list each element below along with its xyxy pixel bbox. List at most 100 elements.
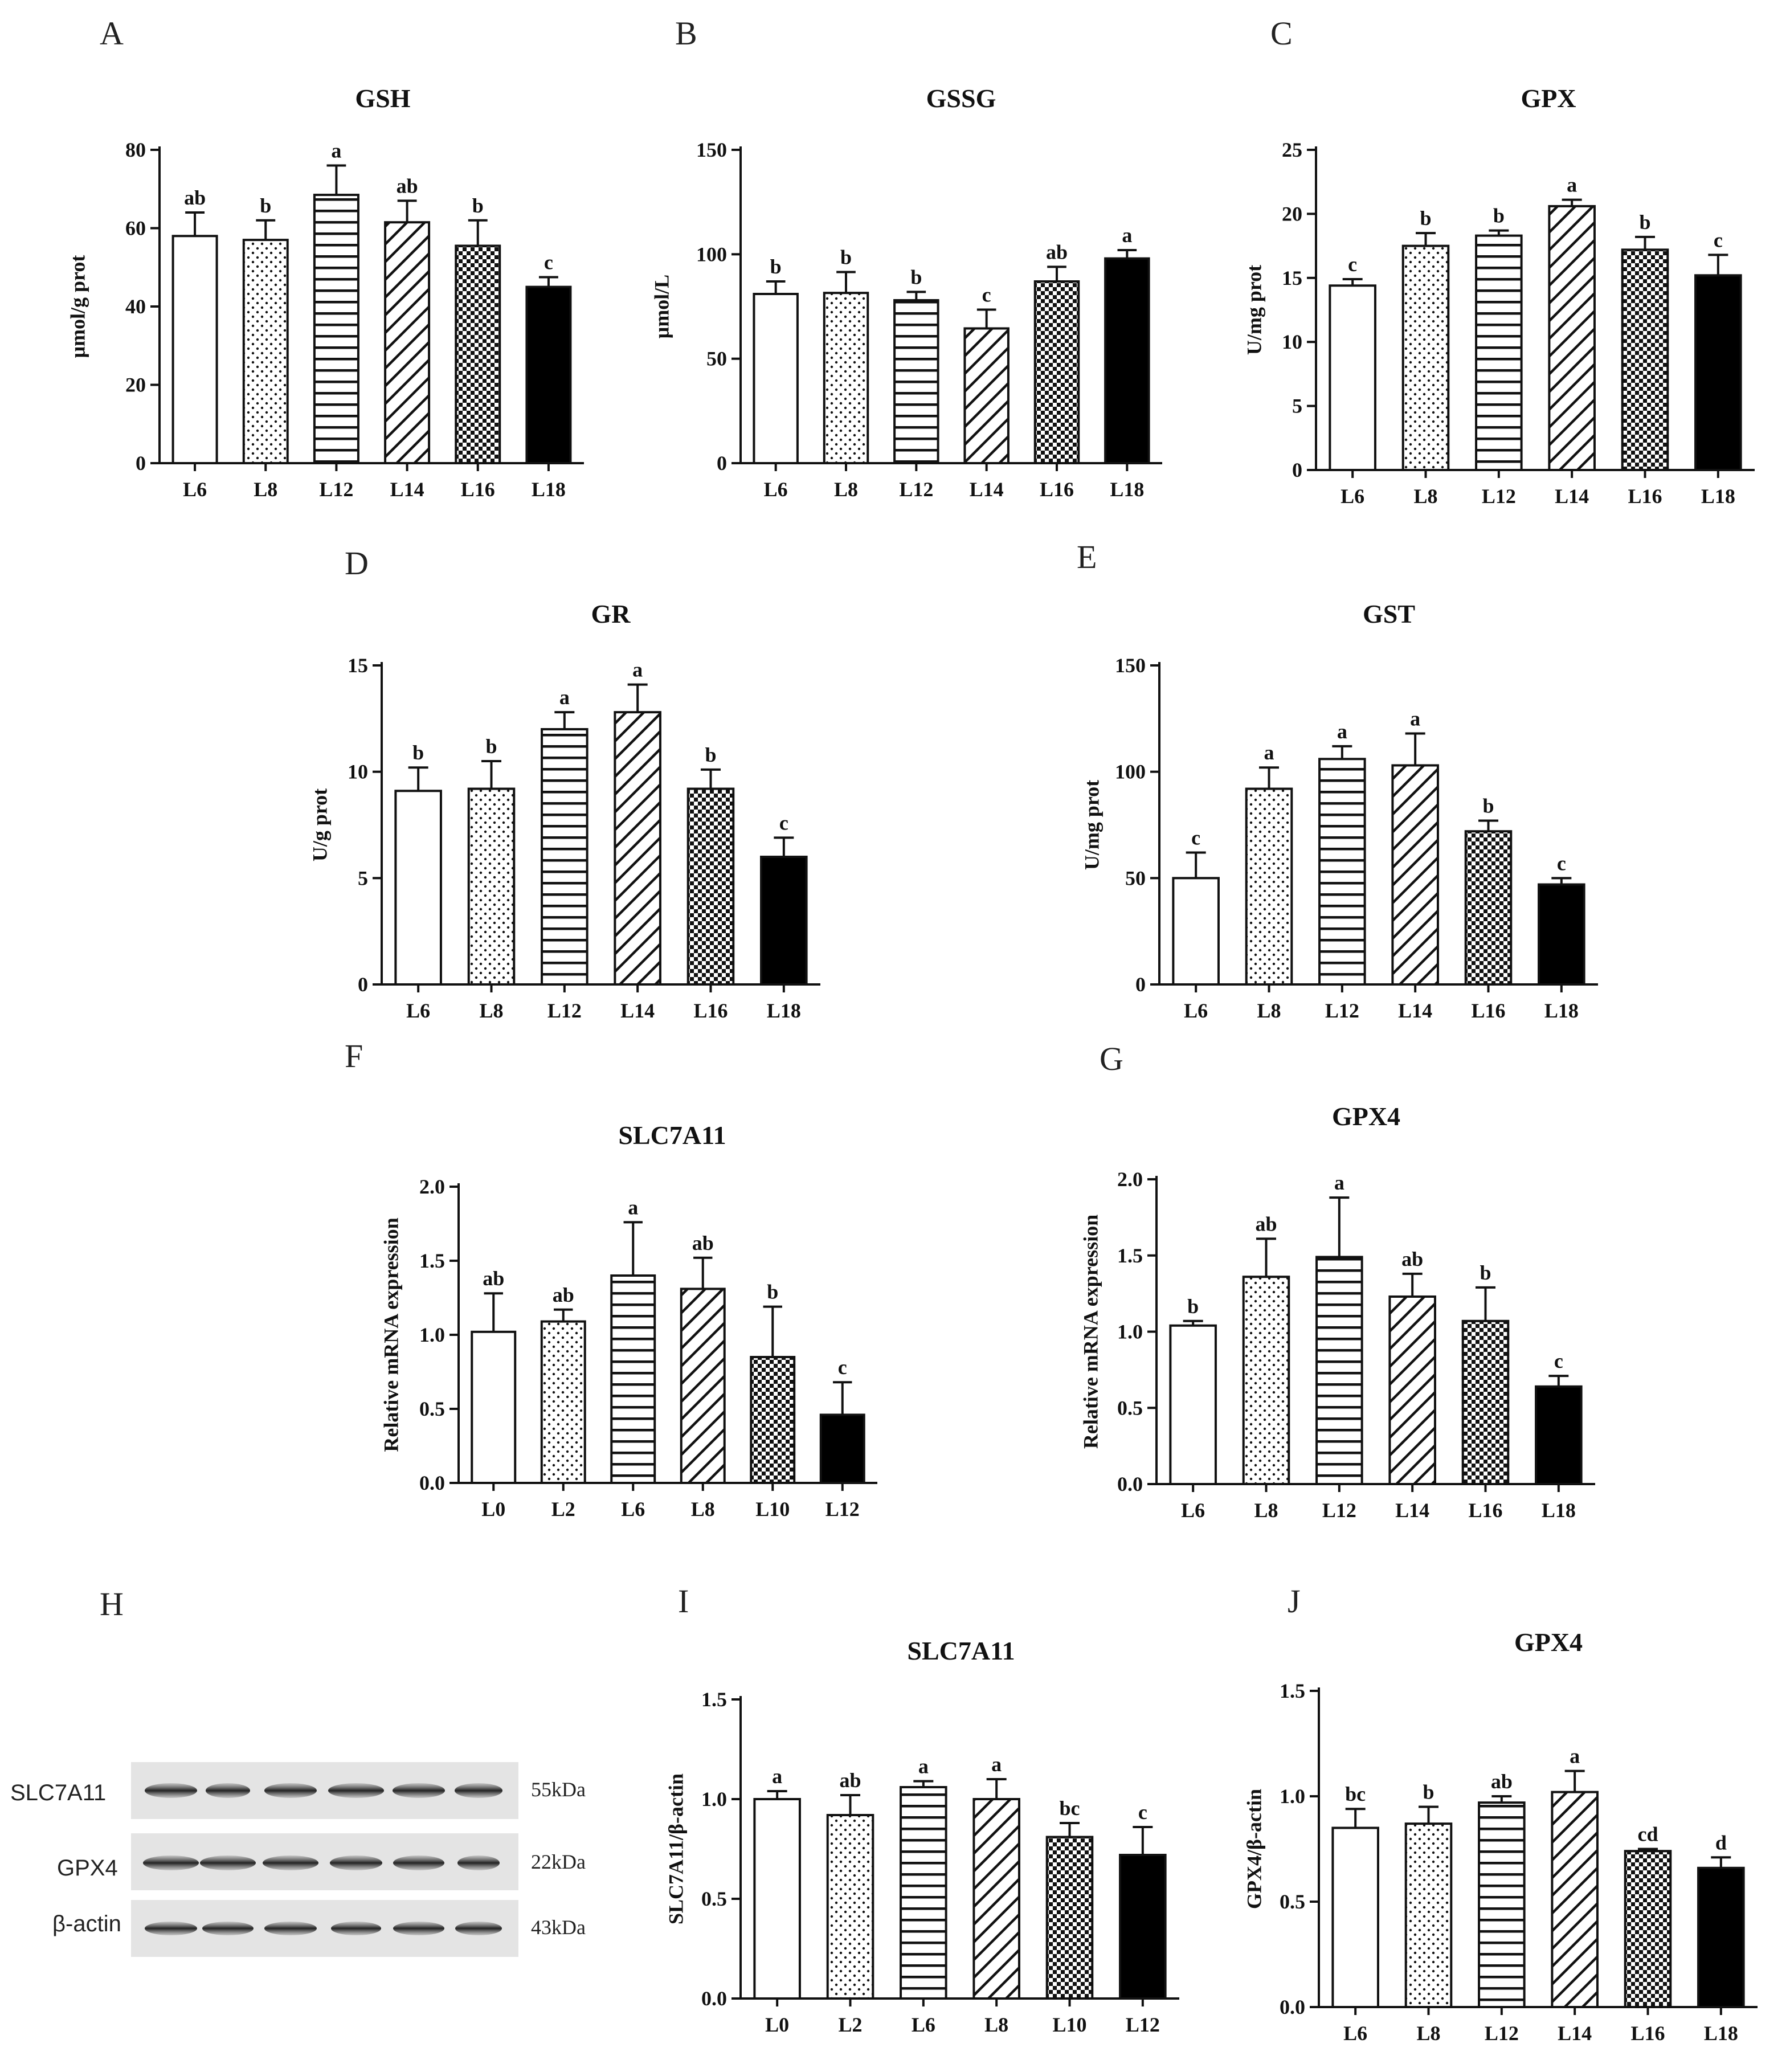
bar-C-L6 — [1329, 284, 1376, 471]
bar-D-L16 — [686, 787, 735, 986]
y-axis-label-A: μmol/g prot — [66, 255, 89, 358]
blot-bands-slc7a11 — [145, 1783, 502, 1798]
x-tick-label-G-L12: L12 — [1322, 1499, 1356, 1522]
x-tick-label-F-L6: L6 — [621, 1498, 645, 1521]
sig-label-C-L18: c — [1714, 228, 1723, 251]
x-tick-label-I-L10: L10 — [1052, 2013, 1086, 2036]
x-tick-label-E-L6: L6 — [1184, 999, 1208, 1022]
panel-letter-B: B — [675, 15, 697, 52]
bar-G-L6 — [1169, 1324, 1217, 1486]
blot-band — [393, 1856, 444, 1870]
panel-C: C GPX U/mg prot 0 5 10 15 20 25 c L6 b L8 b L12 a L14 b L1… — [1243, 15, 1755, 508]
blot-band — [145, 1922, 197, 1935]
x-tick-label-E-L16: L16 — [1471, 999, 1505, 1022]
y-tick-label-D: 15 — [348, 654, 368, 677]
y-axis-label-I: SLC7A11/β-actin — [664, 1773, 687, 1924]
bar-G-L12 — [1315, 1256, 1363, 1486]
sig-label-G-L8: ab — [1255, 1212, 1277, 1235]
sig-label-D-L18: c — [779, 811, 788, 834]
sig-label-E-L12: a — [1337, 720, 1347, 743]
sig-label-I-L0: a — [772, 1765, 782, 1788]
bar-E-L18 — [1538, 883, 1585, 986]
sig-label-F-L12: c — [838, 1356, 847, 1379]
sig-label-D-L16: b — [705, 743, 716, 766]
sig-label-C-L16: b — [1639, 211, 1650, 234]
x-tick-label-D-L8: L8 — [479, 999, 503, 1022]
sig-label-A-L12: a — [331, 140, 341, 162]
bar-B-L12 — [893, 299, 939, 464]
chart-title-B: GSSG — [926, 84, 996, 113]
bar-C-L16 — [1621, 248, 1669, 471]
x-tick-label-G-L6: L6 — [1181, 1499, 1205, 1522]
sig-label-C-L14: a — [1567, 174, 1577, 197]
x-tick-label-J-L6: L6 — [1343, 2022, 1367, 2045]
sig-label-I-L8: a — [991, 1753, 1002, 1776]
sig-label-I-L12: c — [1138, 1801, 1147, 1824]
bar-B-L14 — [963, 327, 1010, 464]
y-tick-label-J: 1.0 — [1280, 1785, 1305, 1808]
chart-title-A: GSH — [355, 84, 410, 113]
x-tick-label-F-L10: L10 — [755, 1498, 790, 1521]
blot-band — [393, 1783, 445, 1798]
x-tick-label-C-L16: L16 — [1628, 485, 1662, 508]
blot-band — [145, 1783, 197, 1798]
sig-label-G-L18: c — [1554, 1350, 1563, 1372]
bar-C-L14 — [1548, 205, 1596, 471]
panel-letter-I: I — [678, 1583, 689, 1620]
y-tick-label-J: 0.0 — [1280, 1996, 1305, 2018]
y-tick-label-E: 50 — [1125, 867, 1146, 889]
sig-label-F-L2: ab — [553, 1284, 574, 1306]
x-tick-label-D-L12: L12 — [547, 999, 582, 1022]
y-axis-label-C: U/mg prot — [1243, 265, 1265, 355]
bar-D-L6 — [394, 790, 442, 986]
sig-label-A-L14: ab — [397, 174, 418, 197]
blot-kda-beta-actin: 43kDa — [531, 1916, 586, 1939]
x-tick-label-A-L16: L16 — [461, 478, 495, 501]
x-tick-label-C-L14: L14 — [1555, 485, 1589, 508]
y-tick-label-I: 1.5 — [701, 1688, 727, 1711]
y-tick-label-F: 0.5 — [419, 1397, 445, 1420]
bar-J-L16 — [1624, 1850, 1672, 2008]
bar-J-L18 — [1697, 1866, 1745, 2009]
chart-title-I: SLC7A11 — [907, 1636, 1015, 1665]
sig-label-F-L10: b — [767, 1281, 778, 1303]
sig-label-B-L8: b — [840, 246, 852, 269]
blot-label-beta-actin: β-actin — [52, 1911, 121, 1936]
bar-G-L8 — [1242, 1276, 1290, 1485]
y-tick-label-E: 0 — [1135, 973, 1146, 996]
x-tick-label-J-L8: L8 — [1416, 2022, 1440, 2045]
sig-label-A-L18: c — [544, 251, 553, 273]
x-tick-label-B-L18: L18 — [1110, 478, 1144, 501]
x-tick-label-I-L12: L12 — [1126, 2013, 1160, 2036]
sig-label-B-L14: c — [982, 284, 991, 306]
sig-label-E-L8: a — [1264, 741, 1274, 764]
panel-G: G GPX4 Relative mRNA expression 0.0 0.5 1.0 1.… — [1079, 1040, 1595, 1522]
y-tick-label-J: 0.5 — [1280, 1890, 1305, 1913]
x-tick-label-J-L12: L12 — [1485, 2022, 1519, 2045]
sig-label-I-L10: bc — [1060, 1797, 1080, 1820]
x-tick-label-B-L14: L14 — [970, 478, 1004, 501]
bar-C-L18 — [1694, 274, 1742, 471]
bar-A-L6 — [171, 235, 218, 464]
x-tick-label-I-L0: L0 — [765, 2013, 789, 2036]
y-tick-label-C: 10 — [1282, 330, 1302, 353]
blot-kda-slc7a11: 55kDa — [531, 1778, 586, 1801]
x-tick-label-B-L8: L8 — [834, 478, 858, 501]
y-tick-label-I: 0.5 — [701, 1887, 727, 1910]
blot-band — [330, 1856, 382, 1870]
y-axis-label-D: U/g prot — [308, 788, 331, 861]
bar-E-L14 — [1391, 764, 1439, 986]
x-tick-label-A-L14: L14 — [390, 478, 424, 501]
sig-label-J-L16: cd — [1638, 1823, 1658, 1846]
bar-I-L12 — [1119, 1854, 1167, 2000]
sig-label-G-L14: ab — [1401, 1248, 1423, 1270]
panel-letter-E: E — [1077, 538, 1097, 575]
panel-E: E GST U/mg prot 0 50 100 150 c L6 a L8 a L12 a L14 b L16… — [1077, 538, 1598, 1022]
y-tick-label-D: 5 — [358, 867, 368, 889]
y-axis-label-F: Relative mRNA expression — [379, 1217, 402, 1452]
sig-label-D-L8: b — [485, 735, 497, 758]
panel-J: J GPX4 GPX4/β-actin 0.0 0.5 1.0 1.5 bc L6 b L8 ab L1… — [1243, 1583, 1758, 2045]
sig-label-B-L18: a — [1122, 224, 1132, 247]
sig-label-C-L12: b — [1493, 205, 1505, 227]
panel-letter-C: C — [1270, 15, 1293, 52]
